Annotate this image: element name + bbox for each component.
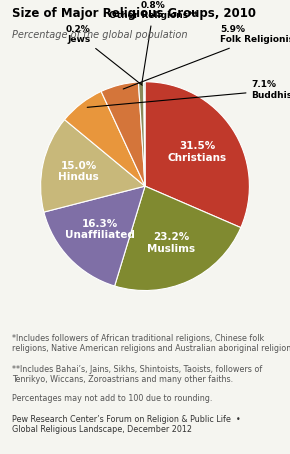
Text: 23.2%
Muslims: 23.2% Muslims [147,232,195,254]
Wedge shape [144,82,145,186]
Text: 5.9%
Folk Religionists*: 5.9% Folk Religionists* [123,25,290,89]
Text: Percentages may not add to 100 due to rounding.: Percentages may not add to 100 due to ro… [12,394,212,403]
Text: 31.5%
Christians: 31.5% Christians [168,141,227,163]
Wedge shape [44,186,145,286]
Text: 7.1%
Buddhists: 7.1% Buddhists [87,80,290,107]
Text: Size of Major Religious Groups, 2010: Size of Major Religious Groups, 2010 [12,7,255,20]
Text: 15.0%
Hindus: 15.0% Hindus [58,161,99,182]
Text: 0.8%
Other Religions**: 0.8% Other Religions** [109,1,198,84]
Wedge shape [41,119,145,212]
Text: **Includes Bahai’s, Jains, Sikhs, Shintoists, Taoists, followers of
Tenrikyo, Wi: **Includes Bahai’s, Jains, Sikhs, Shinto… [12,365,262,384]
Text: Pew Research Center’s Forum on Religion & Public Life  •
Global Religious Landsc: Pew Research Center’s Forum on Religion … [12,415,240,434]
Text: 16.3%
Unaffiliated: 16.3% Unaffiliated [65,219,135,240]
Text: Percentage of the global population: Percentage of the global population [12,30,187,39]
Wedge shape [115,186,241,291]
Wedge shape [145,82,249,227]
Text: *Includes followers of African traditional religions, Chinese folk
religions, Na: *Includes followers of African tradition… [12,334,290,353]
Wedge shape [101,82,145,186]
Wedge shape [65,91,145,186]
Text: 0.2%
Jews: 0.2% Jews [66,25,142,85]
Wedge shape [138,82,145,186]
